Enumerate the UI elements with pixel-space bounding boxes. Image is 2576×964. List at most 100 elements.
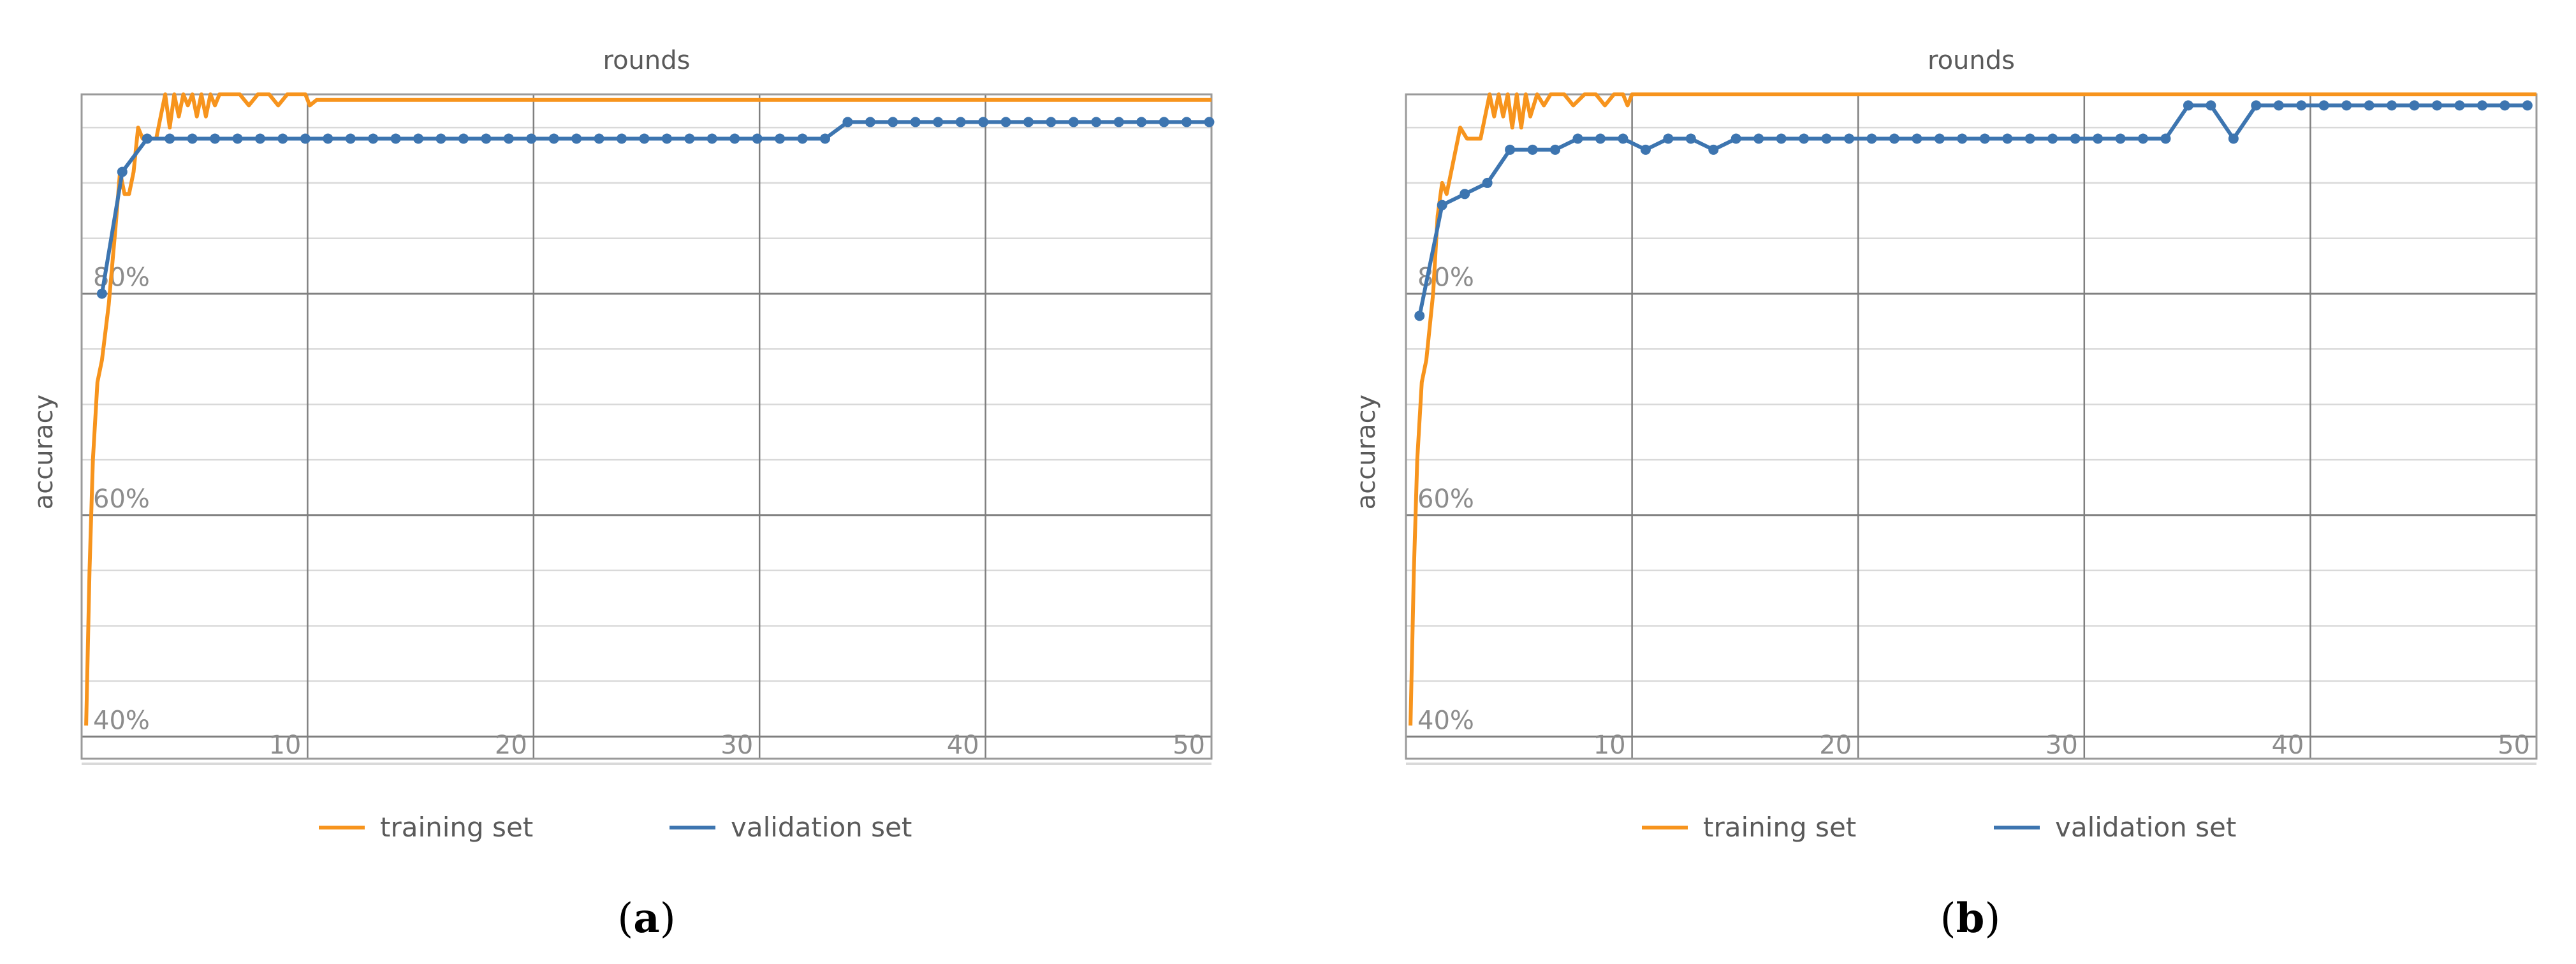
data-point-validation-set <box>142 133 152 144</box>
data-point-validation-set <box>1482 177 1493 188</box>
data-point-validation-set <box>1091 117 1102 128</box>
plot-frame <box>1405 93 2538 760</box>
x-tick-label: 50 <box>2498 731 2530 760</box>
data-point-validation-set <box>571 133 582 144</box>
plot-frame <box>80 93 1213 760</box>
data-point-validation-set <box>1414 310 1425 321</box>
data-point-validation-set <box>2047 133 2058 144</box>
data-point-validation-set <box>1934 133 1945 144</box>
data-point-validation-set <box>458 133 469 144</box>
data-point-validation-set <box>390 133 401 144</box>
data-point-validation-set <box>526 133 537 144</box>
data-point-validation-set <box>617 133 627 144</box>
y-axis-label: accuracy <box>1352 395 1381 509</box>
data-point-validation-set <box>96 288 107 299</box>
y-tick-label: 60% <box>1417 485 1474 514</box>
series-line-validation-set <box>1417 103 2528 316</box>
data-point-validation-set <box>187 133 198 144</box>
data-point-validation-set <box>1912 133 1922 144</box>
data-point-validation-set <box>210 133 221 144</box>
panel-caption: (a) <box>617 895 675 942</box>
y-tick-label: 60% <box>93 485 150 514</box>
data-point-validation-set <box>888 117 898 128</box>
data-point-validation-set <box>1753 133 1764 144</box>
x-tick-label: 40 <box>2271 731 2304 760</box>
data-point-validation-set <box>1046 117 1057 128</box>
x-tick-label: 30 <box>2045 731 2078 760</box>
data-point-validation-set <box>775 133 786 144</box>
data-point-validation-set <box>232 133 243 144</box>
data-point-validation-set <box>1821 133 1832 144</box>
data-point-validation-set <box>910 117 921 128</box>
data-point-validation-set <box>2228 133 2239 144</box>
data-point-validation-set <box>729 133 740 144</box>
data-point-validation-set <box>1889 133 1899 144</box>
data-point-validation-set <box>548 133 559 144</box>
chart-title: rounds <box>1928 46 2015 75</box>
data-point-validation-set <box>865 117 875 128</box>
data-point-validation-set <box>2273 100 2284 111</box>
data-point-validation-set <box>1663 133 1674 144</box>
data-point-validation-set <box>1799 133 1810 144</box>
data-point-validation-set <box>1979 133 1990 144</box>
data-point-validation-set <box>752 133 763 144</box>
data-point-validation-set <box>1640 144 1651 155</box>
x-tick-label: 10 <box>1593 731 1626 760</box>
legend-label-training-set: training set <box>380 812 533 843</box>
data-point-validation-set <box>1460 189 1470 200</box>
data-point-validation-set <box>955 117 966 128</box>
data-point-validation-set <box>684 133 695 144</box>
data-point-validation-set <box>117 166 128 177</box>
data-point-validation-set <box>797 133 808 144</box>
x-tick-label: 20 <box>495 731 527 760</box>
data-point-validation-set <box>1023 117 1034 128</box>
data-point-validation-set <box>277 133 288 144</box>
data-point-validation-set <box>1182 117 1192 128</box>
data-point-validation-set <box>2251 100 2262 111</box>
data-point-validation-set <box>2499 100 2510 111</box>
y-tick-label: 40% <box>93 706 150 735</box>
data-point-validation-set <box>639 133 650 144</box>
chart-panel-a: 40%60%80%10 20 30 40 50roundsaccuracytrainin… <box>29 46 1215 942</box>
y-tick-label: 40% <box>1417 706 1474 735</box>
data-point-validation-set <box>2431 100 2442 111</box>
data-point-validation-set <box>1437 200 1447 210</box>
data-point-validation-set <box>2296 100 2307 111</box>
data-point-validation-set <box>2070 133 2081 144</box>
data-point-validation-set <box>1550 144 1561 155</box>
data-point-validation-set <box>1618 133 1628 144</box>
data-point-validation-set <box>661 133 672 144</box>
data-point-validation-set <box>594 133 604 144</box>
x-tick-label: 20 <box>1819 731 1852 760</box>
data-point-validation-set <box>345 133 356 144</box>
data-point-validation-set <box>1844 133 1855 144</box>
data-point-validation-set <box>435 133 446 144</box>
data-point-validation-set <box>2409 100 2420 111</box>
data-point-validation-set <box>2364 100 2375 111</box>
legend-label-validation-set: validation set <box>731 812 912 843</box>
data-point-validation-set <box>503 133 514 144</box>
data-point-validation-set <box>1776 133 1787 144</box>
data-point-validation-set <box>1068 117 1079 128</box>
y-axis-label: accuracy <box>29 395 59 509</box>
data-point-validation-set <box>933 117 944 128</box>
series-line-training-set <box>84 92 1211 726</box>
data-point-validation-set <box>2002 133 2013 144</box>
data-point-validation-set <box>1708 144 1719 155</box>
data-point-validation-set <box>1685 133 1696 144</box>
x-tick-label: 50 <box>1173 731 1205 760</box>
data-point-validation-set <box>323 133 333 144</box>
x-tick-label: 10 <box>268 731 301 760</box>
data-point-validation-set <box>2387 100 2397 111</box>
data-point-validation-set <box>1000 117 1011 128</box>
data-point-validation-set <box>1505 144 1516 155</box>
x-tick-label: 30 <box>721 731 753 760</box>
data-point-validation-set <box>1957 133 1968 144</box>
data-point-validation-set <box>1866 133 1877 144</box>
data-point-validation-set <box>1113 117 1124 128</box>
series-line-validation-set <box>99 120 1210 295</box>
data-point-validation-set <box>1595 133 1606 144</box>
data-point-validation-set <box>1731 133 1741 144</box>
data-point-validation-set <box>2160 133 2171 144</box>
